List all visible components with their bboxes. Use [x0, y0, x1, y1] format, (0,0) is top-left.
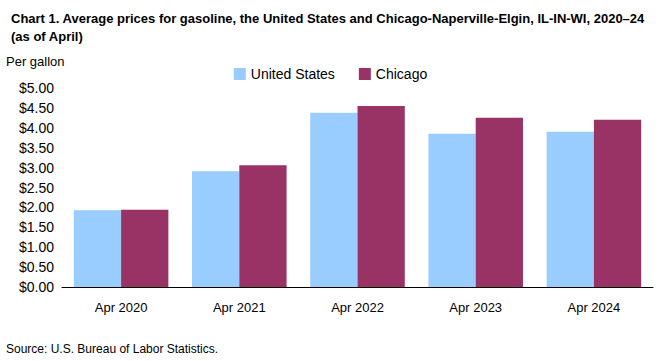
svg-text:Source: U.S. Bureau of Labor S: Source: U.S. Bureau of Labor Statistics.	[6, 342, 218, 356]
svg-text:Per gallon: Per gallon	[6, 54, 65, 69]
svg-text:Chart 1. Average prices for ga: Chart 1. Average prices for gasoline, th…	[11, 11, 648, 26]
svg-text:$0.50: $0.50	[19, 259, 54, 275]
svg-text:$2.00: $2.00	[19, 199, 54, 215]
svg-text:Apr 2020: Apr 2020	[95, 300, 148, 315]
svg-text:(as of April): (as of April)	[11, 29, 83, 44]
svg-text:$5.00: $5.00	[19, 80, 54, 96]
svg-text:$3.50: $3.50	[19, 140, 54, 156]
svg-text:$2.50: $2.50	[19, 180, 54, 196]
svg-text:Chicago: Chicago	[376, 66, 428, 82]
svg-text:$1.50: $1.50	[19, 219, 54, 235]
svg-text:United States: United States	[251, 66, 335, 82]
svg-text:Apr 2023: Apr 2023	[449, 300, 502, 315]
svg-text:$1.00: $1.00	[19, 239, 54, 255]
svg-text:$4.50: $4.50	[19, 100, 54, 116]
svg-text:$3.00: $3.00	[19, 160, 54, 176]
svg-text:$4.00: $4.00	[19, 120, 54, 136]
svg-text:Apr 2022: Apr 2022	[331, 300, 384, 315]
svg-text:$0.00: $0.00	[19, 279, 54, 295]
svg-text:Apr 2021: Apr 2021	[213, 300, 266, 315]
svg-text:Apr 2024: Apr 2024	[568, 300, 621, 315]
